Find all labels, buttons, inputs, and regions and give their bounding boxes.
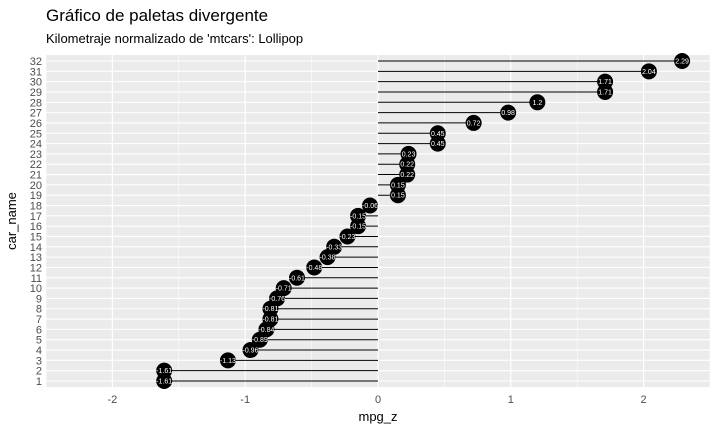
lollipop-point bbox=[288, 269, 305, 286]
lollipop-point bbox=[674, 53, 691, 69]
lollipop-point bbox=[242, 342, 259, 359]
value-label: 2.04 bbox=[642, 69, 656, 76]
lollipop-point bbox=[400, 145, 417, 162]
value-label: 0.98 bbox=[501, 110, 515, 117]
y-tick-label: 22 bbox=[30, 159, 42, 171]
lollipop-point bbox=[429, 125, 446, 142]
x-tick-label: 2 bbox=[641, 394, 647, 406]
value-label: -0.06 bbox=[362, 203, 378, 210]
y-tick-label: 16 bbox=[30, 221, 42, 233]
value-label: -0.71 bbox=[276, 286, 292, 293]
lollipop-point bbox=[326, 238, 343, 255]
value-label: -0.96 bbox=[243, 348, 259, 355]
y-tick-label: 24 bbox=[30, 139, 42, 151]
y-tick-label: 10 bbox=[30, 283, 42, 295]
y-tick-label: 4 bbox=[36, 345, 42, 357]
value-label: -1.13 bbox=[220, 358, 236, 365]
lollipop-point bbox=[362, 197, 379, 214]
value-label: -0.38 bbox=[320, 255, 336, 262]
y-tick-label: 27 bbox=[30, 108, 42, 120]
value-label: 0.15 bbox=[391, 193, 405, 200]
value-label: -0.76 bbox=[269, 296, 285, 303]
lollipop-point bbox=[500, 104, 517, 121]
y-tick-label: 17 bbox=[30, 211, 42, 223]
y-tick-label: 14 bbox=[30, 242, 42, 254]
value-label: -0.61 bbox=[289, 275, 305, 282]
value-label: -0.15 bbox=[350, 224, 366, 231]
y-tick-label: 19 bbox=[30, 190, 42, 202]
value-labels: -1.61 -1.61 -1.13 -0.96 -0.89 -0.84 -0.81 -0.81… bbox=[156, 59, 689, 386]
lollipop-point bbox=[597, 73, 614, 90]
y-tick-label: 11 bbox=[31, 273, 42, 285]
x-axis-title: mpg_z bbox=[358, 409, 397, 424]
value-label: -0.81 bbox=[262, 317, 278, 324]
y-tick-label: 23 bbox=[30, 149, 42, 161]
lollipop-point bbox=[339, 228, 356, 245]
value-label: 1.71 bbox=[598, 79, 612, 86]
y-tick-label: 29 bbox=[30, 87, 42, 99]
value-label: -0.84 bbox=[258, 327, 274, 334]
lollipop-point bbox=[219, 352, 236, 369]
value-label: -0.23 bbox=[339, 234, 355, 241]
chart-title: Gráfico de paletas divergente bbox=[46, 6, 269, 25]
value-label: 0.72 bbox=[467, 120, 481, 127]
y-tick-label: 8 bbox=[36, 304, 42, 316]
y-tick-label: 31 bbox=[30, 66, 42, 78]
y-tick-label: 15 bbox=[30, 231, 42, 243]
y-tick-label: 26 bbox=[30, 118, 42, 130]
x-tick-label: -2 bbox=[108, 394, 118, 406]
lollipop-segments bbox=[164, 60, 683, 382]
lollipop-point bbox=[350, 207, 367, 224]
lollipop-point bbox=[156, 362, 173, 379]
y-tick-label: 28 bbox=[30, 97, 42, 109]
y-tick-label: 30 bbox=[30, 77, 42, 89]
value-label: -0.48 bbox=[306, 265, 322, 272]
lollipop-point bbox=[306, 259, 323, 276]
value-label: 0.15 bbox=[391, 182, 405, 189]
y-tick-label: 9 bbox=[36, 293, 42, 305]
value-label: -0.15 bbox=[350, 213, 366, 220]
x-tick-label: 1 bbox=[508, 394, 514, 406]
y-tick-label: 13 bbox=[30, 252, 42, 264]
value-label: 1.2 bbox=[532, 100, 542, 107]
value-label: 0.22 bbox=[400, 162, 414, 169]
value-label: 1.71 bbox=[598, 89, 612, 96]
y-tick-label: 5 bbox=[36, 335, 42, 347]
y-tick-label: 1 bbox=[36, 376, 42, 388]
value-label: 2.29 bbox=[675, 59, 689, 66]
chart-subtitle: Kilometraje normalizado de 'mtcars': Lol… bbox=[46, 31, 304, 46]
lollipop-point bbox=[275, 280, 292, 297]
value-label: -0.81 bbox=[262, 306, 278, 313]
value-label: -1.61 bbox=[156, 379, 172, 386]
x-tick-labels: -2 -1 0 1 2 bbox=[108, 394, 647, 406]
y-tick-label: 18 bbox=[30, 201, 42, 213]
value-label: -1.61 bbox=[156, 368, 172, 375]
y-tick-label: 7 bbox=[36, 314, 42, 326]
y-axis-title: car_name bbox=[4, 192, 19, 250]
lollipop-point bbox=[389, 176, 406, 193]
y-tick-label: 6 bbox=[36, 324, 42, 336]
lollipop-point bbox=[640, 63, 657, 80]
y-tick-label: 3 bbox=[36, 355, 42, 367]
lollipop-points bbox=[156, 53, 691, 389]
x-tick-label: -1 bbox=[240, 394, 250, 406]
lollipop-point bbox=[465, 114, 482, 131]
value-label: 0.23 bbox=[402, 151, 416, 158]
value-label: 0.22 bbox=[400, 172, 414, 179]
value-label: -0.89 bbox=[252, 337, 268, 344]
value-label: -0.33 bbox=[326, 244, 342, 251]
y-tick-label: 12 bbox=[30, 262, 42, 274]
value-label: 0.45 bbox=[431, 131, 445, 138]
y-tick-label: 2 bbox=[36, 366, 42, 378]
y-tick-label: 25 bbox=[30, 128, 42, 140]
y-tick-label: 21 bbox=[30, 170, 42, 182]
y-tick-label: 32 bbox=[30, 56, 42, 68]
y-tick-label: 20 bbox=[30, 180, 42, 192]
lollipop-point bbox=[529, 94, 546, 111]
value-label: 0.45 bbox=[431, 141, 445, 148]
y-tick-labels: 1234567891011121314151617181920212223242… bbox=[30, 56, 42, 388]
x-tick-label: 0 bbox=[375, 394, 381, 406]
